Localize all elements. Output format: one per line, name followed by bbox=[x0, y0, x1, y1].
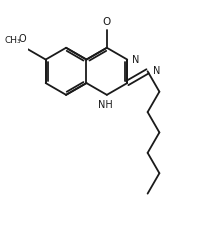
Text: N: N bbox=[132, 54, 140, 65]
Text: CH₃: CH₃ bbox=[4, 36, 21, 45]
Text: O: O bbox=[19, 34, 26, 44]
Text: N: N bbox=[153, 66, 160, 76]
Text: O: O bbox=[103, 17, 111, 27]
Text: NH: NH bbox=[98, 100, 113, 110]
